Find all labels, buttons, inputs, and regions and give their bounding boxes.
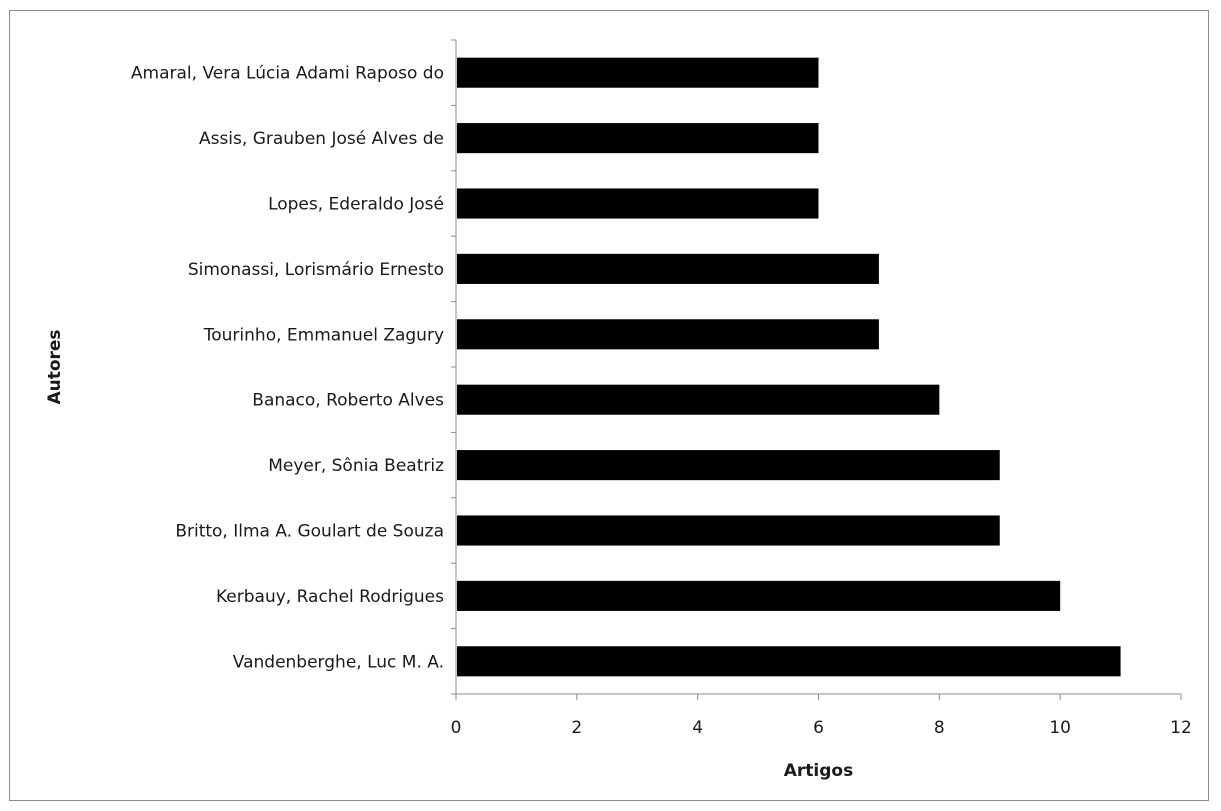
x-tick-label: 6 (813, 718, 824, 738)
bar-0 (457, 646, 1121, 677)
bar-4 (457, 384, 940, 415)
bars-group (457, 57, 1121, 677)
category-label: Assis, Grauben José Alves de (199, 129, 444, 149)
x-axis-title: Artigos (784, 761, 853, 781)
category-label: Kerbauy, Rachel Rodrigues (216, 587, 444, 607)
category-label: Banaco, Roberto Alves (252, 391, 444, 411)
bar-8 (457, 123, 819, 154)
x-tick-label: 8 (934, 718, 945, 738)
x-tick-label: 2 (571, 718, 582, 738)
y-axis-title: Autores (45, 329, 65, 404)
x-tick-label: 0 (451, 718, 462, 738)
ticks-group: 0 2 4 6 8 10 12 (451, 39, 1192, 738)
category-label: Britto, Ilma A. Goulart de Souza (175, 522, 444, 542)
bar-5 (457, 319, 879, 350)
x-tick-label: 12 (1170, 718, 1192, 738)
category-label: Simonassi, Lorismário Ernesto (188, 260, 444, 280)
x-tick-label: 4 (692, 718, 703, 738)
category-label: Tourinho, Emmanuel Zagury (203, 325, 444, 345)
category-label: Vandenberghe, Luc M. A. (233, 652, 444, 672)
bar-2 (457, 515, 1000, 546)
x-tick-label: 10 (1049, 718, 1071, 738)
bar-7 (457, 188, 819, 219)
category-label: Amaral, Vera Lúcia Adami Raposo do (131, 64, 444, 84)
category-label: Lopes, Ederaldo José (268, 195, 444, 215)
labels-group: Vandenberghe, Luc M. A. Kerbauy, Rachel R… (131, 64, 444, 673)
bar-1 (457, 580, 1061, 611)
bar-9 (457, 57, 819, 88)
bar-6 (457, 253, 879, 284)
bar-3 (457, 450, 1000, 481)
category-label: Meyer, Sônia Beatriz (268, 456, 444, 476)
